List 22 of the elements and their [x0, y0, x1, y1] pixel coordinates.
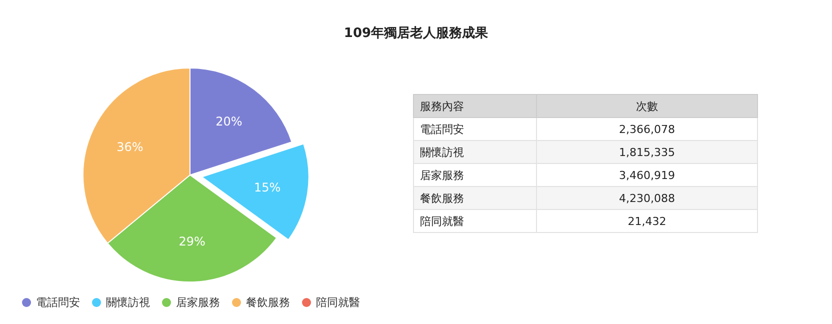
data-label: 4,230,088: [536, 186, 758, 210]
data-label: 15%: [254, 180, 281, 194]
legend-label: 餐飲服務: [245, 295, 290, 310]
text: 次數: [536, 94, 758, 118]
category-label: 關懷訪視: [414, 140, 536, 164]
text: 109年獨居老人服務成果: [342, 25, 490, 42]
category-label: 陪同就醫: [414, 210, 536, 232]
text: 服務內容: [414, 94, 536, 118]
legend-label: 關懷訪視: [105, 295, 150, 310]
data-label: 29%: [178, 234, 206, 248]
data-label: 21,432: [536, 210, 758, 232]
legend-label: 陪同就醫: [315, 295, 360, 310]
category-label: 餐飲服務: [414, 186, 536, 210]
data-label: 3,460,919: [536, 164, 758, 186]
data-label: 36%: [116, 140, 144, 154]
category-label: 居家服務: [414, 164, 536, 186]
legend-label: 居家服務: [175, 295, 220, 310]
data-label: 20%: [216, 114, 242, 128]
data-label: 1,815,335: [536, 140, 758, 164]
data-label: 2,366,078: [536, 118, 758, 140]
legend-label: 電話問安: [35, 295, 80, 310]
category-label: 電話問安: [414, 118, 536, 140]
